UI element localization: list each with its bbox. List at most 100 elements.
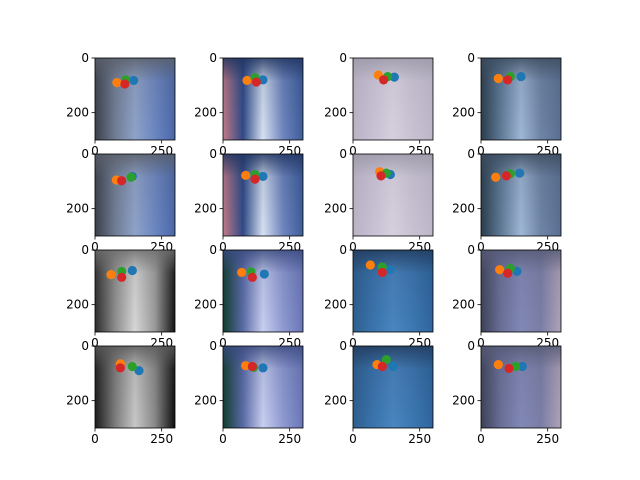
y-tick-label: 200	[324, 298, 347, 312]
image-shading	[353, 58, 433, 140]
image-shading	[95, 154, 175, 236]
x-tick-label: 0	[477, 432, 485, 446]
x-tick-label: 250	[408, 432, 431, 446]
point-blue	[517, 361, 527, 372]
axes-frame	[222, 345, 304, 429]
point-green	[126, 172, 136, 182]
axes-frame	[480, 57, 562, 141]
axes-frame	[352, 249, 434, 333]
y-tick-label: 200	[194, 106, 217, 120]
y-tick-label: 200	[452, 106, 475, 120]
point-red	[247, 272, 257, 282]
axes-frame	[222, 249, 304, 333]
image-shading	[223, 154, 303, 236]
x-tick-label: 0	[477, 240, 485, 254]
y-tick-label: 200	[452, 298, 475, 312]
axes-frame	[94, 249, 176, 333]
subplot-4-4: 0 200 0 250	[452, 339, 562, 446]
point-blue	[388, 361, 398, 372]
point-red	[504, 363, 514, 374]
y-tick-label: 200	[66, 298, 89, 312]
y-tick-label: 200	[452, 394, 475, 408]
point-orange	[241, 361, 251, 371]
x-tick-label: 0	[91, 432, 99, 446]
point-orange	[493, 359, 503, 370]
axes-frame	[352, 153, 434, 237]
axes-frame	[94, 345, 176, 429]
x-tick-label: 0	[91, 240, 99, 254]
image-shading	[95, 58, 175, 140]
image-shading	[481, 250, 561, 332]
axes-frame	[352, 57, 434, 141]
x-tick-label: 0	[477, 336, 485, 350]
y-tick-label: 200	[66, 106, 89, 120]
point-orange	[365, 260, 375, 270]
point-red	[250, 174, 260, 184]
image-shading	[223, 58, 303, 140]
image-shading	[223, 346, 303, 428]
axes-frame	[222, 57, 304, 141]
x-tick-label: 0	[349, 240, 357, 254]
point-red	[377, 361, 387, 372]
y-tick-label: 200	[324, 202, 347, 216]
point-green	[127, 361, 137, 372]
x-tick-label: 0	[219, 336, 227, 350]
axes-frame	[94, 153, 176, 237]
point-orange	[242, 75, 252, 86]
point-orange	[106, 270, 116, 280]
image-shading	[95, 250, 175, 332]
y-tick-label: 0	[339, 51, 347, 65]
x-tick-label: 0	[349, 144, 357, 158]
point-red	[115, 363, 125, 373]
point-red	[117, 176, 127, 186]
axes-frame	[480, 249, 562, 333]
point-red	[503, 268, 513, 278]
y-tick-label: 0	[209, 147, 217, 161]
image-shading	[223, 250, 303, 332]
subplot-4-2: 0 200 0 250	[194, 339, 304, 446]
x-tick-label: 0	[91, 336, 99, 350]
subplot-4-3: 0 200 0 250	[324, 339, 434, 446]
y-tick-label: 200	[194, 202, 217, 216]
y-tick-label: 0	[339, 243, 347, 257]
x-tick-label: 0	[477, 144, 485, 158]
y-tick-label: 0	[209, 243, 217, 257]
y-tick-label: 0	[467, 51, 475, 65]
y-tick-label: 0	[81, 243, 89, 257]
y-tick-label: 200	[194, 394, 217, 408]
y-tick-label: 0	[339, 339, 347, 353]
point-orange	[241, 170, 251, 180]
y-tick-label: 200	[66, 394, 89, 408]
point-orange	[493, 73, 503, 84]
point-red	[376, 171, 386, 181]
point-red	[377, 267, 387, 278]
x-tick-label: 0	[219, 240, 227, 254]
point-orange	[112, 78, 122, 88]
image-shading	[481, 154, 561, 236]
y-tick-label: 0	[467, 147, 475, 161]
point-red	[120, 79, 130, 89]
x-tick-label: 0	[349, 336, 357, 350]
axes-frame	[480, 345, 562, 429]
y-tick-label: 0	[209, 51, 217, 65]
y-tick-label: 0	[467, 339, 475, 353]
image-shading	[481, 58, 561, 140]
image-shading	[353, 154, 433, 236]
axes-frame	[94, 57, 176, 141]
axes-frame	[222, 153, 304, 237]
x-tick-label: 0	[91, 144, 99, 158]
y-tick-label: 0	[81, 51, 89, 65]
y-tick-label: 0	[81, 147, 89, 161]
image-shading	[353, 346, 433, 428]
point-red	[503, 75, 513, 85]
point-blue	[129, 75, 139, 86]
